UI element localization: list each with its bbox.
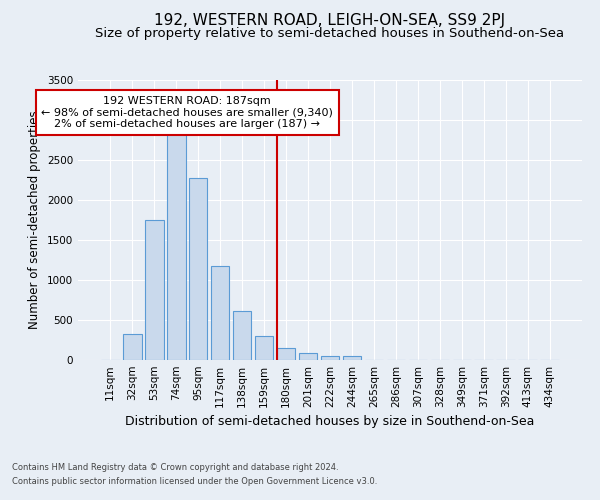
Bar <box>320 356 340 360</box>
Text: Contains HM Land Registry data © Crown copyright and database right 2024.: Contains HM Land Registry data © Crown c… <box>12 464 338 472</box>
Bar <box>167 126 185 360</box>
Bar <box>277 348 295 360</box>
Text: Size of property relative to semi-detached houses in Southend-on-Sea: Size of property relative to semi-detach… <box>95 28 565 40</box>
Bar <box>299 353 317 360</box>
Bar <box>145 220 164 360</box>
Bar <box>189 178 208 360</box>
Bar <box>255 336 274 360</box>
Bar <box>211 266 229 360</box>
Bar <box>233 311 251 360</box>
Bar <box>343 356 361 360</box>
Text: 192 WESTERN ROAD: 187sqm
← 98% of semi-detached houses are smaller (9,340)
2% of: 192 WESTERN ROAD: 187sqm ← 98% of semi-d… <box>41 96 333 129</box>
Y-axis label: Number of semi-detached properties: Number of semi-detached properties <box>28 110 41 330</box>
Text: Contains public sector information licensed under the Open Government Licence v3: Contains public sector information licen… <box>12 477 377 486</box>
X-axis label: Distribution of semi-detached houses by size in Southend-on-Sea: Distribution of semi-detached houses by … <box>125 416 535 428</box>
Text: 192, WESTERN ROAD, LEIGH-ON-SEA, SS9 2PJ: 192, WESTERN ROAD, LEIGH-ON-SEA, SS9 2PJ <box>154 12 506 28</box>
Bar <box>123 334 142 360</box>
